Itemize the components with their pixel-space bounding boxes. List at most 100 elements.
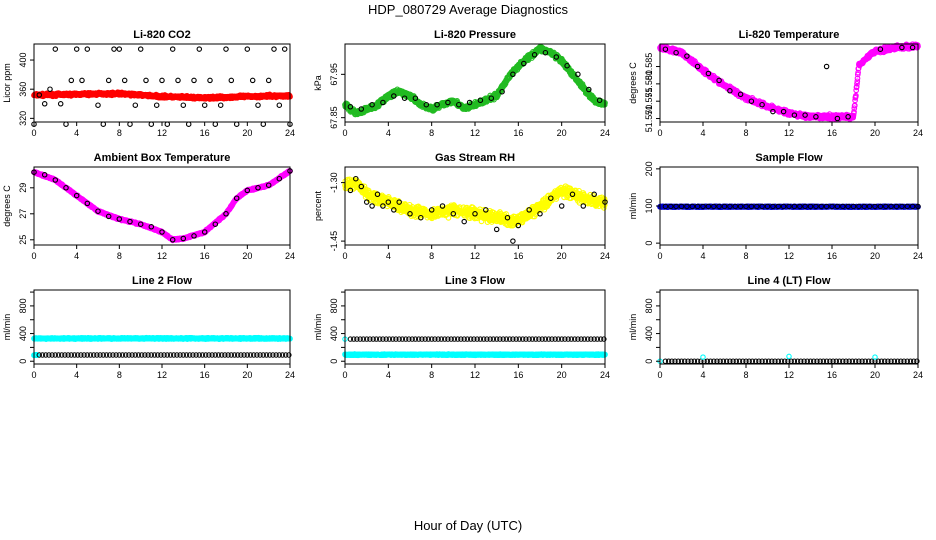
x-tick-label: 0 bbox=[657, 128, 662, 138]
data-point bbox=[271, 46, 277, 52]
x-tick-label: 16 bbox=[513, 128, 523, 138]
series-group bbox=[31, 46, 293, 127]
data-point bbox=[244, 46, 251, 52]
y-tick-label: 400 bbox=[18, 53, 28, 68]
x-tick-label: 8 bbox=[117, 128, 122, 138]
x-tick-label: 12 bbox=[784, 128, 794, 138]
x-tick-label: 0 bbox=[31, 251, 36, 261]
x-tick-label: 20 bbox=[242, 128, 252, 138]
data-point bbox=[249, 77, 256, 84]
x-tick-label: 20 bbox=[557, 128, 567, 138]
x-tick-label: 8 bbox=[743, 128, 748, 138]
data-point bbox=[79, 77, 85, 84]
y-tick-label: 360 bbox=[18, 82, 28, 97]
x-tick-label: 4 bbox=[74, 251, 79, 261]
y-axis-label: percent bbox=[313, 190, 323, 221]
panel-title: Li-820 Pressure bbox=[434, 29, 516, 41]
panel-3: Li-820 Temperature degrees C 0 4 8 12 16 20 24 51… bbox=[628, 29, 923, 138]
series-group bbox=[342, 175, 608, 244]
data-point bbox=[57, 101, 64, 107]
series-group bbox=[342, 44, 608, 118]
data-point bbox=[132, 102, 139, 108]
data-point bbox=[169, 46, 176, 52]
data-point bbox=[180, 102, 187, 108]
x-tick-label: 16 bbox=[200, 128, 210, 138]
y-axis-label: degrees C bbox=[628, 62, 638, 104]
data-point bbox=[63, 121, 69, 127]
y-axis-label: degrees C bbox=[2, 185, 12, 227]
y-tick-label: 25 bbox=[18, 235, 28, 245]
data-point bbox=[281, 46, 288, 52]
figure-title: HDP_080729 Average Diagnostics bbox=[368, 2, 568, 17]
data-point bbox=[84, 46, 91, 52]
panel-4: Ambient Box Temperature degrees C 0 4 8 12 16 2… bbox=[2, 152, 295, 261]
y-tick-label: 67.85 bbox=[329, 106, 339, 129]
x-tick-label: 4 bbox=[386, 128, 391, 138]
data-point bbox=[260, 121, 267, 127]
data-point bbox=[41, 101, 48, 107]
data-point bbox=[159, 77, 165, 84]
data-point bbox=[228, 77, 235, 84]
data-point bbox=[116, 46, 123, 52]
data-point bbox=[148, 121, 155, 127]
x-tick-label: 12 bbox=[157, 128, 167, 138]
series-group bbox=[31, 167, 293, 244]
panel-title: Gas Stream RH bbox=[435, 152, 515, 164]
data-point bbox=[95, 102, 101, 108]
x-tick-label: 16 bbox=[827, 128, 837, 138]
x-tick-label: 24 bbox=[285, 251, 295, 261]
data-point bbox=[223, 46, 229, 52]
plot-frame bbox=[344, 43, 606, 123]
panel-2: Li-820 Pressure kPa 0 4 8 12 16 20 24 67.85 67.95 bbox=[313, 29, 610, 138]
x-tick-label: 0 bbox=[31, 128, 36, 138]
x-tick-label: 16 bbox=[200, 251, 210, 261]
data-point bbox=[255, 102, 261, 108]
x-tick-label: 0 bbox=[342, 128, 347, 138]
x-tick-label: 4 bbox=[700, 128, 705, 138]
panel-title: Ambient Box Temperature bbox=[94, 152, 231, 164]
data-point bbox=[164, 121, 171, 127]
y-tick-label: 27 bbox=[18, 209, 28, 219]
x-tick-label: 8 bbox=[117, 251, 122, 261]
x-tick-label: 4 bbox=[74, 128, 79, 138]
y-tick-label: 29 bbox=[18, 183, 28, 193]
data-point bbox=[68, 77, 75, 84]
y-tick-label: 320 bbox=[18, 111, 28, 126]
panel-1: Li-820 CO2 Licor ppm 0 4 8 12 16 20 24 320 360 400 bbox=[2, 29, 295, 138]
data-point bbox=[73, 46, 80, 52]
data-point bbox=[212, 121, 219, 127]
x-tick-label: 24 bbox=[600, 128, 610, 138]
data-point bbox=[143, 77, 149, 84]
y-axis-label: kPa bbox=[313, 75, 323, 91]
data-point bbox=[137, 46, 144, 52]
data-point bbox=[105, 77, 112, 84]
y-axis-label: Licor ppm bbox=[2, 63, 12, 103]
data-point bbox=[100, 121, 107, 127]
data-point bbox=[185, 121, 192, 127]
data-point bbox=[52, 46, 59, 52]
data-point bbox=[276, 102, 283, 108]
data-point bbox=[196, 46, 203, 52]
x-tick-label: 24 bbox=[285, 128, 295, 138]
x-tick-label: 20 bbox=[242, 251, 252, 261]
y-tick-label: 67.95 bbox=[329, 63, 339, 86]
data-point bbox=[153, 102, 160, 108]
data-point bbox=[175, 77, 181, 84]
x-tick-label: 8 bbox=[429, 128, 434, 138]
x-tick-label: 12 bbox=[157, 251, 167, 261]
data-point bbox=[127, 121, 133, 127]
y-tick-label: 51.585 bbox=[644, 53, 654, 81]
data-point bbox=[121, 77, 128, 84]
panel-title: Li-820 CO2 bbox=[133, 29, 190, 41]
data-point bbox=[265, 77, 272, 84]
data-point bbox=[823, 63, 830, 70]
series-group bbox=[657, 41, 921, 123]
x-tick-label: 12 bbox=[470, 128, 480, 138]
x-tick-label: 24 bbox=[913, 128, 923, 138]
panel-title: Li-820 Temperature bbox=[739, 29, 840, 41]
data-point bbox=[111, 46, 117, 52]
data-point bbox=[233, 121, 240, 127]
x-tick-label: 20 bbox=[870, 128, 880, 138]
